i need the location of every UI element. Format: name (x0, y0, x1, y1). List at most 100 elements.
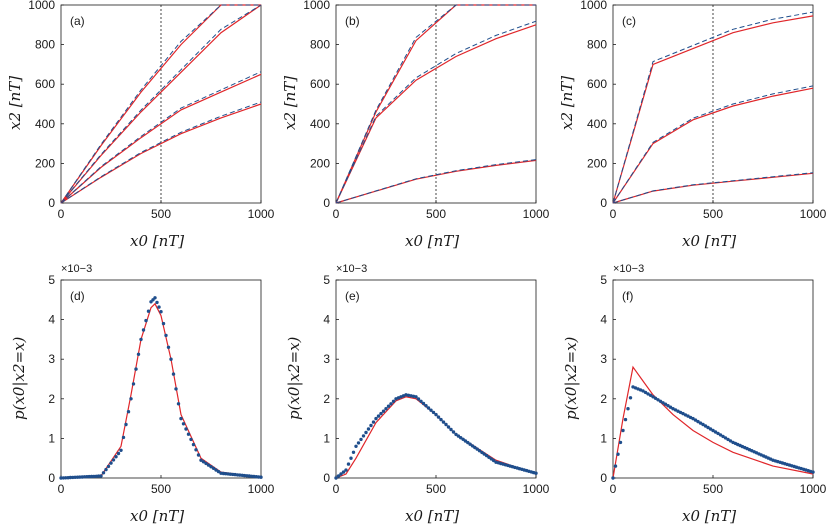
exponent-e: ×10−3 (336, 263, 367, 275)
data-point (184, 427, 188, 431)
data-contour (335, 4, 536, 204)
data-point (366, 427, 371, 431)
data-point (421, 401, 426, 406)
data-point (431, 410, 436, 415)
y-tick-label: 800 (35, 38, 55, 52)
data-point (114, 455, 118, 459)
y-tick-label: 1000 (580, 0, 607, 12)
x-tick-label: 500 (151, 482, 171, 496)
data-point (344, 468, 348, 472)
y-tick-label: 200 (310, 156, 330, 170)
data-point (666, 404, 670, 408)
data-point (723, 436, 728, 440)
y-tick-label: 0 (48, 196, 55, 210)
data-point (611, 476, 615, 480)
y-tick-label: 0 (600, 196, 607, 210)
data-point (701, 422, 705, 427)
data-contour (335, 159, 537, 204)
panel-label-c: (c) (622, 14, 636, 28)
data-point (104, 467, 108, 472)
data-point (419, 399, 423, 403)
data-point (341, 470, 346, 474)
panel-d: (d) (60, 279, 262, 479)
x-tick-label: 0 (58, 482, 65, 496)
data-point (92, 474, 96, 479)
y-tick-label: 600 (35, 77, 55, 91)
data-point (194, 448, 198, 452)
data-point (189, 437, 193, 442)
x-tick-label: 500 (703, 482, 723, 496)
data-point (126, 410, 131, 414)
data-point (473, 445, 477, 450)
y-tick-label: 800 (587, 38, 607, 52)
data-point (106, 464, 111, 469)
x-tick-label: 1000 (523, 482, 550, 496)
y-tick-label: 400 (587, 117, 607, 131)
data-point (364, 430, 368, 435)
data-point (451, 430, 456, 434)
exponent-f: ×10−3 (613, 263, 644, 275)
data-point (708, 427, 713, 431)
x-tick-label: 0 (610, 207, 617, 221)
data-point (171, 372, 176, 376)
data-point (334, 476, 338, 480)
data-point (384, 407, 388, 411)
data-point (641, 389, 645, 393)
data-point (196, 453, 201, 457)
model-line (612, 365, 814, 479)
data-point (116, 451, 121, 456)
y-tick-label: 1000 (303, 0, 330, 12)
data-contour (612, 172, 814, 204)
data-point (166, 345, 171, 349)
data-point (706, 425, 710, 430)
data-point (534, 471, 538, 475)
data-point (436, 415, 441, 419)
data-point (186, 432, 191, 436)
data-point (153, 296, 157, 300)
data-point (429, 408, 433, 412)
data-point (176, 402, 181, 406)
data-point (73, 475, 77, 479)
data-point (721, 434, 725, 439)
data-point (416, 397, 421, 401)
data-point (339, 472, 343, 476)
y-tick-label: 600 (587, 77, 607, 91)
data-point (82, 475, 87, 479)
data-point (134, 367, 138, 371)
data-point (59, 476, 63, 480)
data-point (206, 463, 211, 467)
data-point (656, 398, 660, 402)
data-point (444, 422, 448, 427)
y-tick-label: 2 (48, 392, 55, 406)
x-tick-label: 1000 (248, 207, 275, 221)
data-point (109, 461, 113, 465)
y-tick-label: 0 (323, 471, 330, 485)
data-point (716, 431, 720, 436)
data-point (424, 404, 428, 408)
data-point (161, 321, 166, 326)
panel-label-a: (a) (70, 14, 85, 28)
model-contour (612, 15, 814, 204)
data-contour (60, 71, 262, 204)
data-point (146, 309, 151, 313)
model-contour (612, 87, 814, 204)
y-tick-label: 1 (323, 431, 330, 445)
x-tick-label: 500 (703, 207, 723, 221)
data-point (616, 452, 620, 456)
model-contour (335, 24, 537, 204)
data-point (468, 442, 472, 446)
y-tick-label: 400 (310, 117, 330, 131)
data-point (686, 414, 690, 418)
xlabel-bottom-e: x0 [nT] (405, 507, 459, 525)
exponent-d: ×10−3 (61, 263, 92, 275)
data-point (391, 399, 396, 403)
y-tick-label: 3 (48, 352, 55, 366)
data-point (99, 474, 103, 478)
data-point (643, 390, 648, 395)
y-tick-label: 800 (310, 38, 330, 52)
data-point (658, 399, 663, 403)
y-tick-label: 5 (600, 273, 607, 287)
data-point (336, 474, 341, 478)
x-tick-label: 1000 (800, 207, 827, 221)
